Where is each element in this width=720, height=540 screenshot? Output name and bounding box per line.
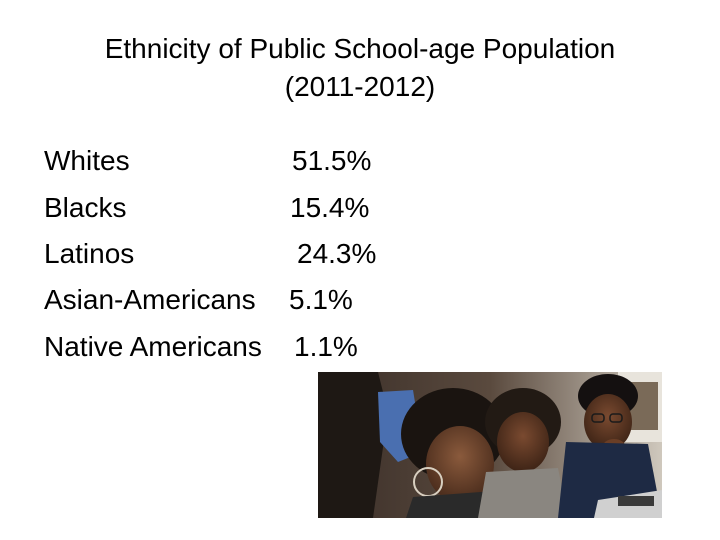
stat-row-latinos: Latinos 24.3% (44, 236, 376, 272)
stat-value: 1.1% (294, 331, 358, 362)
stat-label: Latinos (44, 238, 135, 269)
stat-value: 5.1% (289, 284, 353, 315)
stat-row-asian-americans: Asian-Americans 5.1% (44, 282, 353, 318)
title-line-1: Ethnicity of Public School-age Populatio… (104, 33, 616, 64)
stat-label: Blacks (44, 192, 127, 223)
title-line-2: (2011-2012) (284, 71, 436, 102)
stat-row-whites: Whites 51.5% (44, 143, 371, 179)
students-classroom-photo (318, 372, 662, 518)
stat-value: 15.4% (290, 192, 370, 223)
stat-value: 24.3% (297, 238, 377, 269)
stat-label: Asian-Americans (44, 284, 256, 315)
stat-row-native-americans: Native Americans 1.1% (44, 329, 358, 365)
stat-row-blacks: Blacks 15.4% (44, 190, 369, 226)
stat-label: Native Americans (44, 331, 262, 362)
stat-label: Whites (44, 145, 130, 176)
slide-title: Ethnicity of Public School-age Populatio… (0, 30, 720, 106)
stat-value: 51.5% (292, 145, 372, 176)
